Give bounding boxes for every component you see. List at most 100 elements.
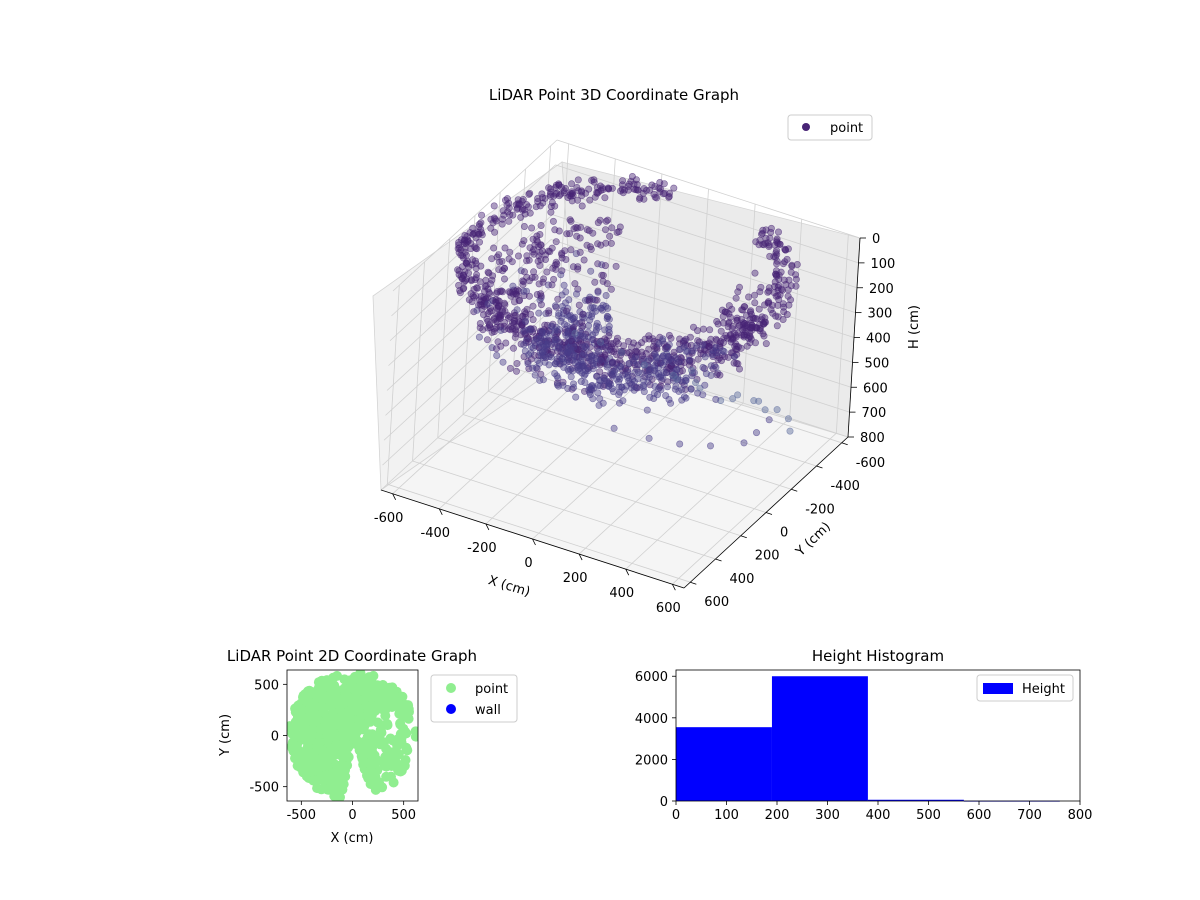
y-tick-label: -600	[856, 456, 886, 471]
point-3d	[730, 359, 738, 367]
point-3d	[588, 176, 596, 184]
x-tick-label-hist: 300	[815, 808, 840, 823]
point-3d	[561, 299, 569, 307]
point-3d	[496, 287, 504, 295]
plot-2d-ylabel: Y (cm)	[218, 714, 233, 757]
histogram-bar	[867, 799, 964, 801]
point-2d	[367, 700, 378, 711]
grid-left-z	[391, 164, 556, 317]
point-2d	[377, 782, 388, 793]
point-3d	[561, 338, 569, 346]
point-3d	[782, 246, 790, 254]
grid-floor-y	[437, 437, 741, 537]
grid-floor-y	[488, 390, 792, 490]
point-3d	[569, 380, 577, 388]
z-tick-label: 200	[869, 282, 894, 297]
point-3d	[502, 339, 510, 347]
point-2d	[326, 684, 337, 695]
point-3d	[773, 237, 781, 245]
point-3d	[767, 228, 775, 236]
point-3d	[657, 372, 665, 380]
point-3d	[570, 323, 578, 331]
point-3d	[665, 193, 673, 201]
point-3d	[642, 349, 650, 357]
grid-left-z	[389, 189, 555, 342]
point-3d	[605, 332, 613, 340]
point-3d	[562, 331, 570, 339]
point-3d	[607, 340, 615, 348]
point-2d	[287, 737, 298, 748]
point-3d	[592, 372, 600, 380]
point-3d	[600, 374, 608, 382]
point-2d	[372, 717, 383, 728]
point-3d	[593, 296, 601, 304]
point-3d	[543, 268, 551, 276]
z-tick-label: 700	[862, 406, 887, 421]
point-3d	[475, 223, 483, 231]
point-3d	[455, 267, 463, 275]
point-3d	[714, 356, 722, 364]
point-2d	[321, 691, 331, 702]
point-2d	[369, 736, 379, 747]
point-3d	[529, 302, 537, 310]
x-tick-label-hist: 600	[967, 808, 992, 823]
point-3d	[712, 343, 720, 351]
point-3d	[520, 341, 528, 349]
y-tick-label: 0	[780, 526, 788, 541]
point-3d	[589, 303, 597, 311]
point-3d	[695, 338, 703, 346]
point-3d	[720, 347, 728, 355]
point-2d	[315, 754, 326, 765]
x-tick-mark	[392, 493, 397, 500]
point-2d	[376, 737, 387, 748]
point-3d	[521, 347, 529, 355]
point-3d	[738, 331, 746, 339]
point-3d	[573, 232, 581, 240]
point-3d	[524, 360, 532, 368]
point-3d	[607, 380, 615, 388]
point-3d	[639, 189, 647, 197]
point-3d	[739, 319, 747, 327]
point-3d	[528, 274, 536, 282]
point-3d	[554, 295, 562, 303]
point-3d	[784, 415, 792, 423]
y-tick-mark	[816, 465, 823, 469]
point-3d	[570, 384, 578, 392]
point-3d	[471, 276, 479, 284]
point-3d	[620, 186, 628, 194]
point-3d	[780, 276, 788, 284]
point-3d	[498, 220, 506, 228]
point-2d	[323, 734, 334, 745]
point-3d	[680, 337, 688, 345]
point-3d	[725, 302, 733, 310]
point-3d	[491, 228, 499, 236]
point-3d	[619, 397, 627, 405]
point-3d	[590, 351, 598, 359]
point-3d	[755, 305, 763, 313]
x-tick-label: -200	[467, 541, 497, 556]
point-3d	[567, 217, 575, 225]
point-3d	[779, 315, 787, 323]
x-tick-label-2d: -500	[287, 808, 317, 823]
point-3d	[751, 299, 759, 307]
point-3d	[576, 364, 584, 372]
point-3d	[699, 363, 707, 371]
point-3d	[646, 393, 654, 401]
grid-floor-y	[538, 344, 842, 444]
point-3d	[545, 309, 553, 317]
point-2d	[364, 729, 375, 740]
point-3d	[758, 313, 766, 321]
legend-2d: point wall	[430, 674, 518, 723]
point-2d	[326, 725, 337, 736]
point-3d	[757, 283, 765, 291]
point-2d	[359, 736, 370, 747]
grid-right-z	[553, 189, 858, 289]
point-3d	[545, 361, 553, 369]
point-3d	[553, 381, 561, 389]
point-3d	[615, 373, 623, 381]
point-3d	[594, 219, 602, 227]
point-3d	[624, 337, 632, 345]
point-3d	[594, 288, 602, 296]
point-3d	[701, 381, 709, 389]
point-2d	[326, 716, 337, 726]
